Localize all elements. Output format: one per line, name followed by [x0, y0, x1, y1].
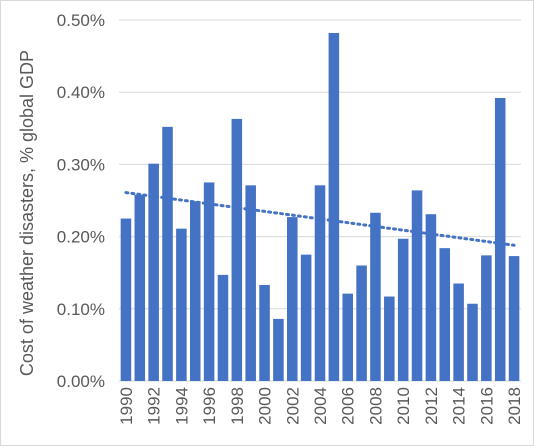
bar — [203, 182, 215, 381]
x-tick-label: 1994 — [172, 387, 191, 425]
bar — [245, 185, 256, 381]
y-axis-label: Cost of weather disasters, % global GDP — [17, 50, 37, 376]
x-tick-label: 2006 — [339, 387, 358, 425]
bar — [328, 32, 340, 381]
bar — [287, 217, 298, 381]
bar — [148, 163, 159, 381]
bar — [342, 293, 353, 381]
y-tick-label: 0.40% — [57, 83, 105, 102]
x-tick-label: 2008 — [366, 387, 385, 425]
bar — [370, 212, 381, 381]
y-tick-label: 0.10% — [57, 300, 105, 319]
bar — [508, 256, 520, 381]
bar — [162, 126, 173, 381]
x-axis-ticks: 1990 1992 1994 1996 1998 2000 2002 2004 2006 2008… — [117, 387, 524, 425]
bar — [314, 185, 326, 381]
bar — [176, 228, 187, 381]
bar — [273, 318, 284, 381]
bar — [453, 283, 464, 381]
bar — [494, 97, 506, 381]
bar — [356, 265, 367, 381]
bar — [425, 214, 437, 381]
bar — [231, 118, 243, 381]
x-tick-label: 2016 — [477, 387, 496, 425]
trendline-group — [124, 191, 516, 247]
x-tick-label: 1992 — [145, 387, 164, 425]
x-tick-label: 1990 — [117, 387, 136, 425]
x-tick-label: 2010 — [394, 387, 413, 425]
bar — [384, 296, 395, 381]
bar — [134, 194, 146, 381]
bar — [189, 201, 201, 381]
y-tick-label: 0.20% — [57, 228, 105, 247]
bar — [397, 238, 409, 381]
bar — [300, 254, 312, 381]
bar — [259, 284, 270, 381]
bar — [120, 218, 132, 381]
x-tick-label: 2012 — [422, 387, 441, 425]
x-tick-label: 1998 — [228, 387, 247, 425]
bars — [120, 32, 520, 381]
trendline — [124, 191, 516, 247]
bar — [439, 248, 451, 381]
y-tick-label: 0.50% — [57, 11, 105, 30]
x-tick-label: 2004 — [311, 387, 330, 425]
bar — [411, 190, 423, 381]
x-tick-label: 2000 — [256, 387, 275, 425]
bar — [217, 274, 229, 381]
bar — [467, 303, 478, 381]
x-tick-label: 2002 — [283, 387, 302, 425]
x-tick-label: 1996 — [200, 387, 219, 425]
y-tick-label: 0.30% — [57, 155, 105, 174]
y-axis-ticks: 0.00% 0.10% 0.20% 0.30% 0.40% 0.50% — [57, 11, 105, 391]
y-tick-label: 0.00% — [57, 372, 105, 391]
x-tick-label: 2014 — [450, 387, 469, 425]
x-tick-label: 2018 — [505, 387, 524, 425]
bar — [481, 255, 492, 381]
